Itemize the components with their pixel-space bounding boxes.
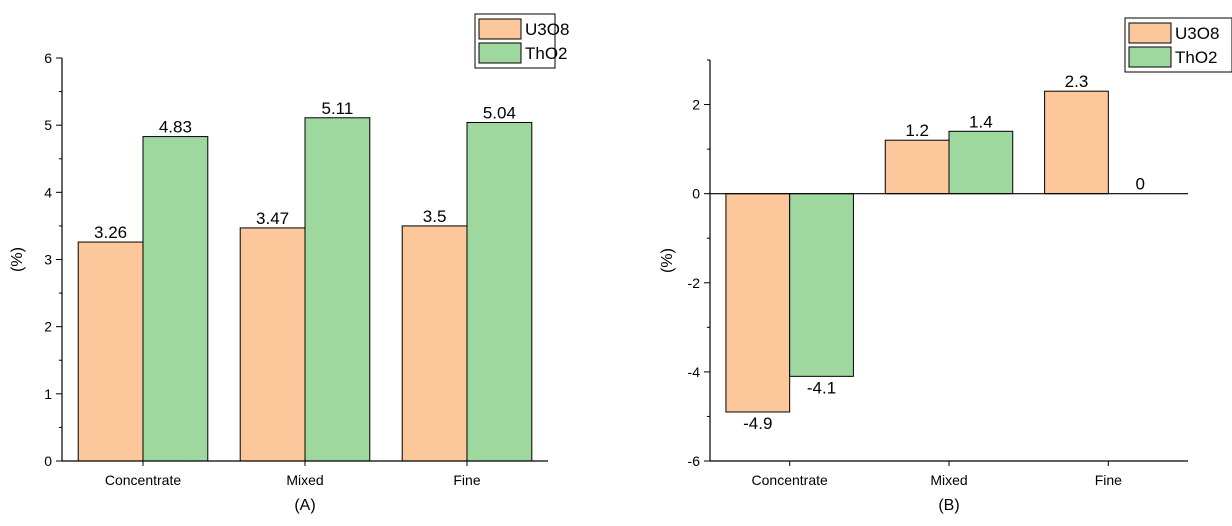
y-axis-title: (%) [659, 248, 676, 273]
legend-label-tho2: ThO2 [1175, 48, 1218, 67]
y-tick-label: 2 [692, 97, 700, 113]
bar-u3o8-fine [1044, 90, 1109, 195]
y-tick-label: -2 [688, 275, 701, 291]
data-label-u3o8-fine: 2.3 [1065, 72, 1089, 91]
data-label-tho2-mixed: 5.11 [321, 99, 353, 118]
category-label: Mixed [930, 472, 967, 488]
data-label-u3o8-mixed: 1.2 [905, 121, 929, 140]
data-label-u3o8-concentrate: -4.9 [743, 414, 772, 433]
category-label: Mixed [286, 472, 323, 488]
y-tick-label: 4 [44, 184, 52, 200]
bar-u3o8-concentrate [77, 241, 144, 462]
y-tick-label: 0 [692, 186, 700, 202]
legend-label-u3o8: U3O8 [1175, 24, 1219, 43]
y-axis-title: (%) [9, 247, 26, 272]
category-label: Fine [453, 472, 480, 488]
data-label-tho2-mixed: 1.4 [969, 112, 993, 131]
y-tick-label: -6 [688, 453, 701, 469]
data-label-tho2-fine: 0 [1135, 175, 1144, 194]
category-label: Concentrate [105, 472, 181, 488]
legend-label-tho2: ThO2 [525, 44, 568, 63]
category-label: Concentrate [752, 472, 828, 488]
data-label-u3o8-fine: 3.5 [423, 207, 447, 226]
y-tick-label: 2 [44, 319, 52, 335]
legend-label-u3o8: U3O8 [525, 20, 569, 39]
bar-u3o8-fine [401, 225, 468, 462]
panel-title: (B) [938, 497, 959, 514]
bar-u3o8-mixed [884, 139, 950, 195]
y-tick-label: 6 [44, 50, 52, 66]
bar-u3o8-concentrate [725, 193, 791, 413]
legend-swatch-tho2 [1128, 46, 1172, 68]
bar-tho2-mixed [304, 117, 371, 462]
y-tick-label: 1 [44, 386, 52, 402]
legend-swatch-u3o8 [478, 18, 522, 40]
bar-u3o8-mixed [239, 227, 306, 462]
data-label-tho2-concentrate: -4.1 [807, 378, 836, 397]
y-tick-label: 5 [44, 117, 52, 133]
bar-tho2-fine [466, 121, 533, 462]
panel-title: (A) [294, 497, 315, 514]
data-label-u3o8-mixed: 3.47 [256, 209, 289, 228]
bar-tho2-mixed [948, 130, 1014, 195]
data-label-tho2-fine: 5.04 [483, 103, 516, 122]
bar-tho2-concentrate [142, 136, 209, 462]
legend-swatch-u3o8 [1128, 22, 1172, 44]
y-tick-label: 0 [44, 453, 52, 469]
legend: U3O8 ThO2 [1124, 17, 1232, 73]
legend: U3O8 ThO2 [474, 13, 569, 69]
legend-swatch-tho2 [478, 42, 522, 64]
chart-panel-a: 3.26 4.83 Concentrate 3.47 5.11 Mixed 3.5 5.04 F… [9, 13, 569, 514]
data-label-u3o8-concentrate: 3.26 [94, 223, 127, 242]
data-label-tho2-concentrate: 4.83 [159, 118, 192, 137]
y-tick-label: 3 [44, 252, 52, 268]
chart-panel-b: -4.9 -4.1 Concentrate 1.2 1.4 Mixed 2.3 0 Fine -6… [659, 17, 1232, 514]
category-label: Fine [1095, 472, 1122, 488]
y-tick-label: -4 [688, 364, 701, 380]
bar-tho2-concentrate [789, 193, 854, 377]
